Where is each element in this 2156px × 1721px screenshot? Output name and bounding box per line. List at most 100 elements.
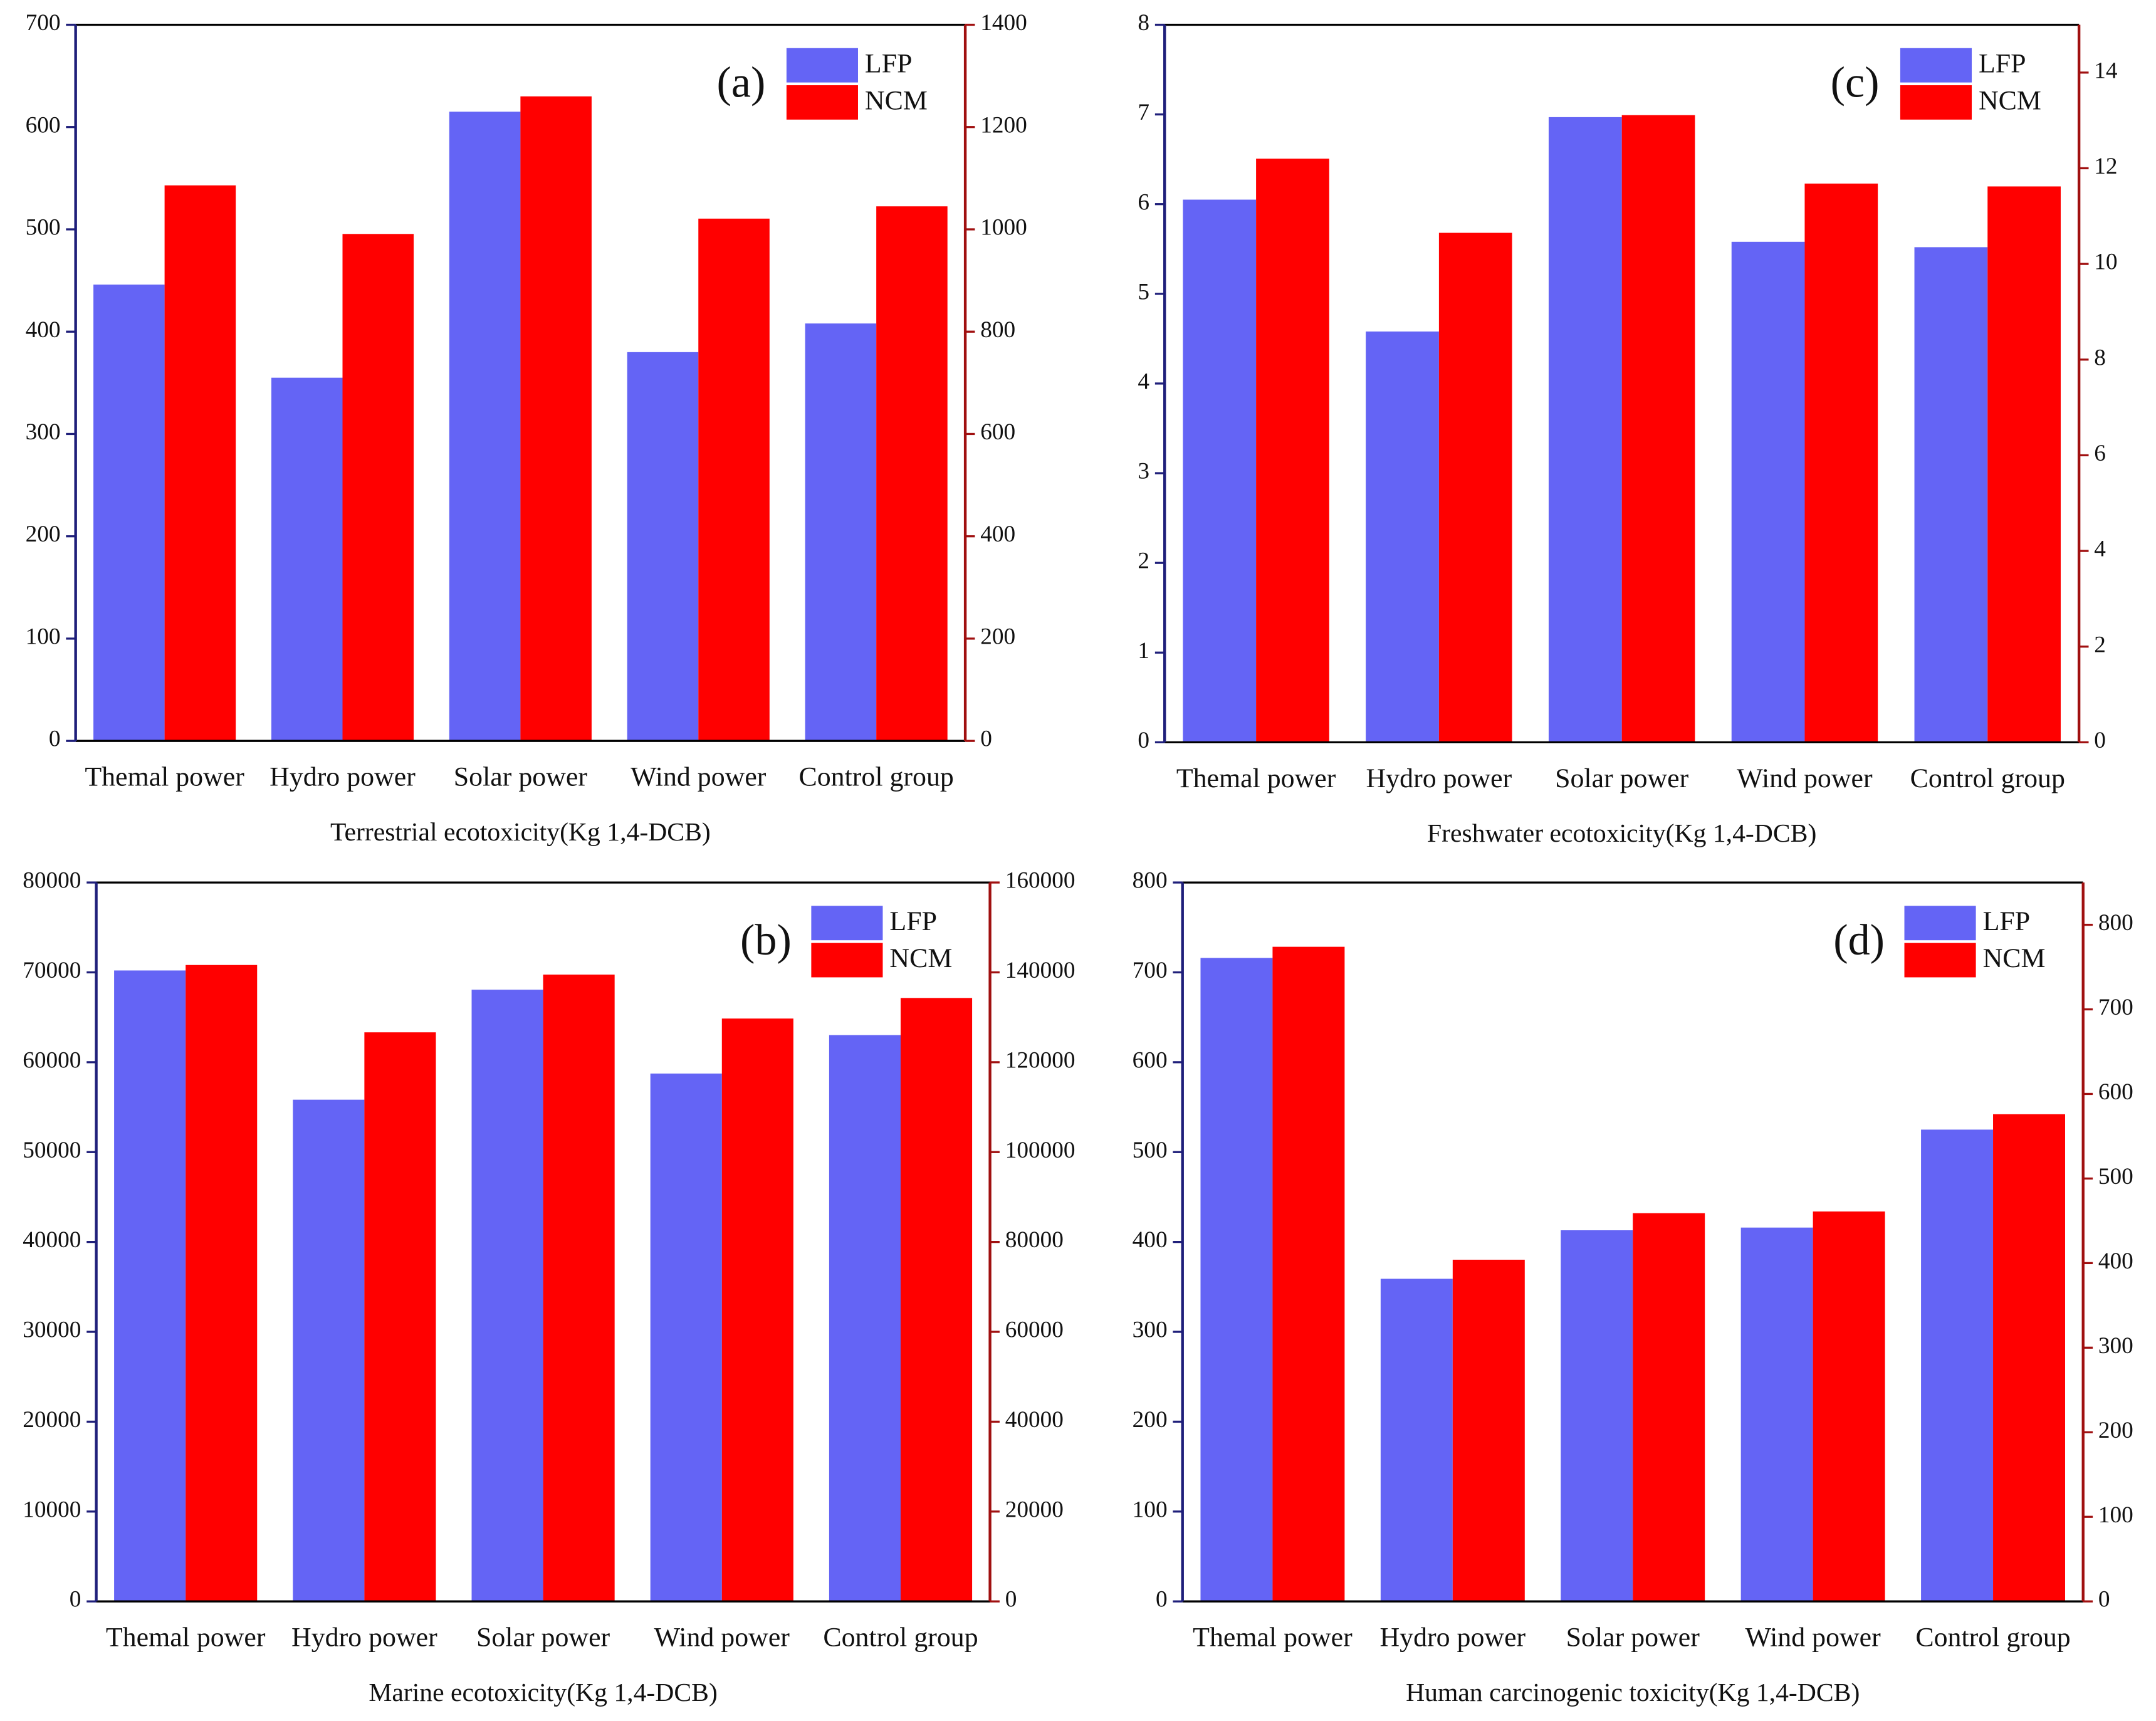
y-tick-label: 10000 [23, 1497, 81, 1522]
y2-tick-label: 100000 [1005, 1138, 1075, 1163]
bar [829, 1035, 901, 1602]
legend-swatch [1900, 48, 1972, 83]
x-tick-label: Control group [1910, 763, 2065, 793]
y-tick-label: 600 [1133, 1047, 1168, 1073]
y-tick-label: 40000 [23, 1227, 81, 1253]
bar [721, 1018, 793, 1602]
y2-tick-label: 1000 [980, 215, 1027, 241]
y2-tick-label: 8 [2094, 345, 2106, 370]
y-tick-label: 1 [1138, 638, 1149, 664]
y2-tick-label: 600 [980, 419, 1015, 445]
y-tick-label: 300 [1133, 1317, 1168, 1343]
x-tick-label: Themal power [1193, 1623, 1353, 1653]
x-tick-label: Hydro power [291, 1623, 437, 1653]
bar [1813, 1211, 1885, 1602]
y2-tick-label: 400 [2098, 1248, 2133, 1274]
y-tick-label: 600 [26, 112, 61, 138]
bar [520, 96, 592, 741]
x-tick-label: Hydro power [270, 762, 416, 792]
y2-tick-label: 100 [2098, 1502, 2133, 1528]
bar [364, 1032, 436, 1602]
legend-label: LFP [889, 906, 937, 936]
y2-tick-label: 500 [2098, 1164, 2133, 1190]
y-tick-label: 60000 [23, 1047, 81, 1073]
y2-tick-label: 600 [2098, 1079, 2133, 1105]
bar [805, 323, 877, 741]
legend-label: NCM [1983, 943, 2046, 973]
x-tick-label: Control group [823, 1623, 978, 1653]
y-tick-label: 80000 [23, 868, 81, 894]
y-tick-label: 700 [1133, 958, 1168, 983]
x-axis-label: Human carcinogenic toxicity(Kg 1,4-DCB) [1406, 1678, 1860, 1707]
bar [1200, 958, 1273, 1602]
bar [1921, 1129, 1994, 1602]
bar [876, 206, 948, 741]
y2-tick-label: 14 [2094, 58, 2118, 83]
y-tick-label: 8 [1138, 10, 1149, 36]
y2-tick-label: 800 [2098, 910, 2133, 936]
bar [1731, 241, 1805, 743]
x-axis-label: Terrestrial ecotoxicity(Kg 1,4-DCB) [330, 818, 711, 847]
bar [698, 218, 770, 741]
x-tick-label: Themal power [85, 762, 244, 792]
legend-label: LFP [1983, 906, 2031, 936]
bar [543, 975, 615, 1602]
bar [164, 185, 236, 741]
legend-label: NCM [865, 86, 928, 116]
y-tick-label: 100 [26, 624, 61, 650]
x-tick-label: Solar power [454, 762, 588, 792]
y2-tick-label: 6 [2094, 441, 2106, 466]
bar [1740, 1227, 1813, 1602]
y2-tick-label: 400 [980, 521, 1015, 547]
y2-tick-label: 300 [2098, 1333, 2133, 1359]
y-tick-label: 70000 [23, 958, 81, 983]
y-tick-label: 300 [26, 419, 61, 445]
bar [1993, 1114, 2065, 1602]
y-tick-label: 800 [1133, 868, 1168, 894]
y-tick-label: 30000 [23, 1317, 81, 1343]
x-tick-label: Solar power [1555, 763, 1689, 793]
bar [900, 998, 973, 1602]
x-tick-label: Control group [1915, 1623, 2070, 1653]
y-tick-label: 700 [26, 10, 61, 36]
legend-label: NCM [1979, 86, 2041, 116]
y-tick-label: 3 [1138, 459, 1149, 484]
bar [93, 285, 165, 741]
bar [449, 112, 521, 741]
y-tick-label: 500 [1133, 1138, 1168, 1163]
y2-tick-label: 140000 [1005, 958, 1075, 983]
panel-label: (b) [740, 916, 792, 965]
bar [1366, 331, 1439, 743]
x-axis-label: Marine ecotoxicity(Kg 1,4-DCB) [369, 1678, 718, 1707]
bar [1272, 946, 1345, 1602]
legend-label: LFP [865, 48, 913, 78]
panel-label: (c) [1831, 58, 1880, 107]
bar [1987, 186, 2061, 743]
legend-label: NCM [889, 943, 952, 973]
y2-tick-label: 0 [980, 726, 992, 752]
bar [293, 1099, 365, 1602]
x-tick-label: Wind power [1745, 1623, 1881, 1653]
bar [271, 377, 343, 741]
y2-tick-label: 60000 [1005, 1317, 1064, 1343]
y-tick-label: 5 [1138, 279, 1149, 305]
y-tick-label: 6 [1138, 189, 1149, 215]
y-tick-label: 0 [49, 726, 61, 752]
bar [1380, 1279, 1453, 1602]
y2-tick-label: 12 [2094, 154, 2117, 179]
y-tick-label: 500 [26, 215, 61, 241]
y-tick-label: 0 [70, 1587, 81, 1613]
panel-label: (a) [717, 58, 766, 107]
y-tick-label: 50000 [23, 1138, 81, 1163]
y-tick-label: 0 [1156, 1587, 1168, 1613]
bar [1548, 117, 1622, 743]
bar [627, 352, 699, 741]
y2-tick-label: 200 [2098, 1418, 2133, 1443]
bar [1621, 115, 1695, 743]
y2-tick-label: 700 [2098, 995, 2133, 1020]
bar [1804, 183, 1878, 743]
y2-tick-label: 1200 [980, 112, 1027, 138]
x-tick-label: Solar power [476, 1623, 610, 1653]
y-tick-label: 20000 [23, 1407, 81, 1433]
y2-tick-label: 0 [2098, 1587, 2110, 1613]
